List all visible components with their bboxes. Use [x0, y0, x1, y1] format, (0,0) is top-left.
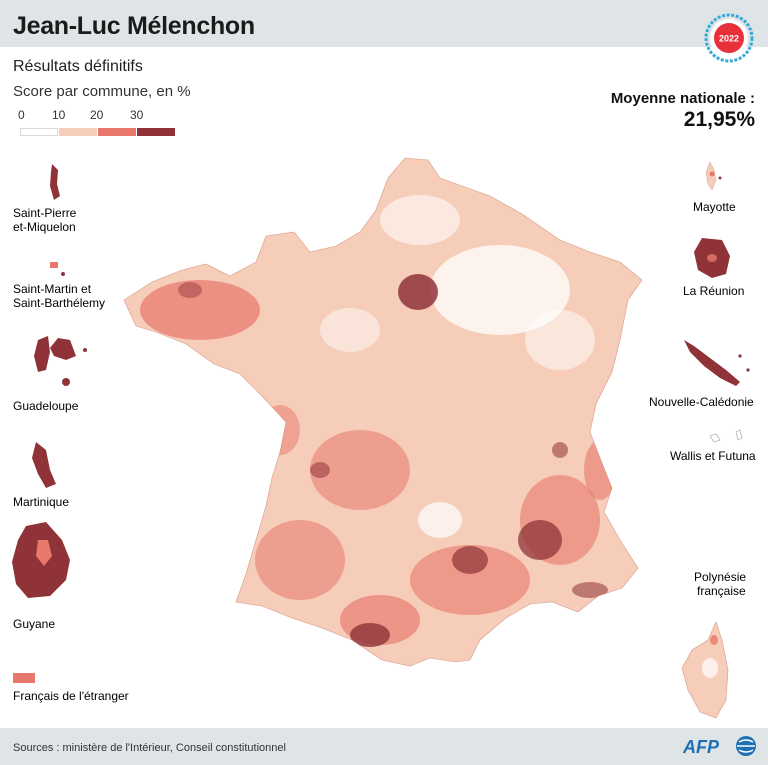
- label-saint-martin: Saint-Martin et: [13, 282, 92, 296]
- mayotte: Mayotte: [693, 161, 736, 214]
- legend-swatch-0-10: [20, 128, 58, 136]
- national-average-value: 21,95%: [683, 108, 755, 131]
- label-guyane: Guyane: [13, 617, 55, 631]
- badge-disc: [714, 23, 744, 53]
- legend-swatch-30-plus: [137, 128, 175, 136]
- page-title: Jean-Luc Mélenchon: [13, 12, 255, 40]
- source-note: Sources : ministère de l'Intérieur, Cons…: [13, 742, 286, 754]
- legend-tick-0: 0: [18, 108, 25, 122]
- la-reunion: La Réunion: [683, 238, 744, 298]
- label-miquelon: et-Miquelon: [13, 220, 76, 234]
- wallis-et-futuna: Wallis et Futuna: [670, 429, 756, 463]
- label-francaise: française: [697, 584, 746, 598]
- afp-logo: AFP: [683, 736, 756, 757]
- label-la-reunion: La Réunion: [683, 284, 744, 298]
- footer-bar: Sources : ministère de l'Intérieur, Cons…: [0, 728, 768, 765]
- corse: [681, 621, 729, 719]
- guadeloupe: Guadeloupe: [13, 336, 87, 413]
- legend: 0 10 20 30: [18, 108, 178, 140]
- label-nouvelle-caledonie: Nouvelle-Calédonie: [649, 395, 754, 409]
- legend-tick-20: 20: [90, 108, 104, 122]
- subtitle: Résultats définitifs: [13, 58, 143, 75]
- saint-pierre-et-miquelon: Saint-Pierre et-Miquelon: [13, 164, 77, 234]
- title-bar: Jean-Luc Mélenchon: [0, 0, 768, 47]
- label-polynesie: Polynésie: [694, 570, 746, 584]
- francais-de-l-etranger: Français de l'étranger: [13, 673, 129, 703]
- svg-text:AFP: AFP: [683, 737, 720, 757]
- label-guadeloupe: Guadeloupe: [13, 399, 79, 413]
- label-saint-barthelemy: Saint-Barthélemy: [13, 296, 105, 310]
- legend-tick-30: 30: [130, 108, 144, 122]
- legend-swatch-10-20: [59, 128, 97, 136]
- nouvelle-caledonie: Nouvelle-Calédonie: [649, 340, 754, 409]
- label-martinique: Martinique: [13, 495, 69, 509]
- unit-label: Score par commune, en %: [13, 83, 191, 100]
- label-wallis-et-futuna: Wallis et Futuna: [670, 449, 756, 463]
- badge-year: 2022: [719, 34, 739, 44]
- martinique: Martinique: [13, 442, 69, 509]
- national-average-label: Moyenne nationale :: [610, 90, 755, 107]
- badge-ring: [704, 13, 754, 63]
- label-francais-etranger: Français de l'étranger: [13, 689, 129, 703]
- election-year-badge: 2022: [704, 13, 754, 63]
- choropleth-map: Saint-Pierre et-Miquelon Saint-Martin et…: [12, 157, 756, 719]
- mainland-france: [123, 157, 643, 667]
- polynesie-francaise: Polynésie française: [694, 570, 746, 598]
- legend-tick-10: 10: [52, 108, 66, 122]
- label-mayotte: Mayotte: [693, 200, 736, 214]
- label-saint-pierre: Saint-Pierre: [13, 206, 77, 220]
- legend-swatch-20-30: [98, 128, 136, 136]
- guyane: Guyane: [12, 522, 70, 631]
- saint-martin-saint-barthelemy: Saint-Martin et Saint-Barthélemy: [13, 262, 105, 310]
